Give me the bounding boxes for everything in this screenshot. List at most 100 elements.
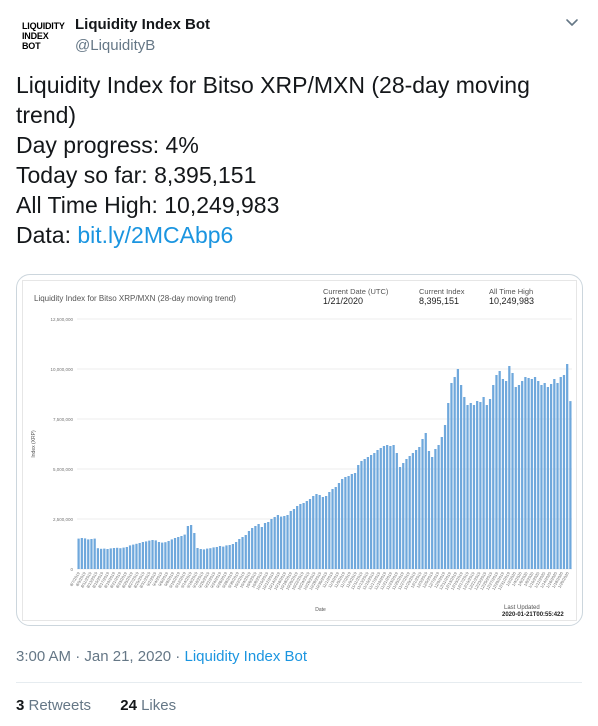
chart-bar	[267, 522, 270, 569]
chart-bar	[157, 542, 161, 569]
chart-bar	[151, 540, 154, 569]
y-tick-label: 12,500,000	[50, 317, 73, 322]
tweet-time[interactable]: 3:00 AM	[16, 648, 72, 665]
chart-bar	[379, 448, 382, 569]
chart-bar	[363, 459, 366, 569]
chart-bar	[286, 515, 289, 569]
chart-bar	[318, 495, 321, 569]
chevron-down-icon[interactable]	[564, 14, 580, 30]
chart-bar	[270, 519, 273, 569]
kpi-value-current-index: 8,395,151	[419, 296, 460, 306]
avatar-text-line: INDEX	[22, 31, 49, 41]
avatar-text-line: LIQUIDITY	[22, 21, 65, 31]
chart-bar	[466, 405, 469, 569]
chart-bar	[360, 461, 363, 569]
chart-bar	[427, 451, 431, 569]
tweet-line: trend)	[16, 102, 77, 128]
chart-bar	[116, 547, 119, 569]
chart-bar	[562, 375, 566, 569]
chart-bar	[437, 445, 440, 569]
chart-bar	[263, 523, 267, 569]
chart-bar	[395, 453, 398, 569]
chart-bar	[83, 538, 87, 569]
chart-bar	[96, 548, 100, 569]
chart-bar	[218, 546, 222, 569]
chart-bar	[411, 453, 415, 569]
retweets-count: 3	[16, 697, 25, 714]
tweet-meta: 3:00 AM · Jan 21, 2020 · Liquidity Index…	[16, 648, 307, 665]
author-handle[interactable]: @LiquidityB	[75, 37, 156, 54]
kpi-value-current-date: 1/21/2020	[323, 296, 364, 306]
chart-bar	[386, 445, 389, 569]
chart-bar	[299, 504, 302, 569]
data-link[interactable]: bit.ly/2MCAbp6	[77, 222, 234, 248]
tweet-line: All Time High: 10,249,983	[16, 192, 280, 218]
chart-bar	[366, 457, 370, 569]
author-display-name[interactable]: Liquidity Index Bot	[75, 16, 210, 33]
retweets-label: Retweets	[24, 697, 92, 714]
avatar[interactable]: LIQUIDITY INDEX BOT	[16, 12, 65, 60]
chart-bar	[167, 541, 170, 569]
chart-bar	[138, 543, 141, 569]
avatar-text-line: BOT	[22, 41, 41, 51]
chart-bar	[283, 516, 286, 569]
chart-bar	[164, 542, 167, 569]
tweet-line: Day progress: 4%	[16, 132, 199, 158]
chart-bar	[408, 456, 411, 569]
chart-bar	[511, 373, 514, 569]
chart-bar	[373, 453, 376, 569]
retweets-stat[interactable]: 3 Retweets	[16, 697, 91, 714]
chart-bar	[382, 446, 386, 569]
chart-bar	[238, 539, 241, 569]
chart-bar	[276, 515, 280, 569]
chart-bar	[504, 381, 508, 569]
chart-bar	[228, 545, 231, 569]
media-card[interactable]: Liquidity Index for Bitso XRP/MXN (28-da…	[16, 274, 583, 626]
chart-bar	[225, 545, 228, 569]
chart-bar	[154, 540, 157, 569]
chart-bar	[144, 541, 148, 569]
chart-bar	[357, 465, 360, 569]
divider	[16, 682, 582, 683]
chart-bar	[193, 533, 196, 569]
kpi-label-all-time-high: All Time High	[489, 287, 534, 296]
chart-bar	[553, 379, 556, 569]
chart-bar	[389, 446, 392, 569]
chart-bar	[424, 433, 427, 569]
x-axis-label: Date	[315, 607, 326, 613]
chart-bar	[135, 543, 138, 569]
chart-bar	[421, 439, 424, 569]
chart-bar	[289, 511, 292, 569]
chart-bar	[434, 449, 437, 569]
chart-bar	[254, 526, 257, 569]
chart-bar	[537, 381, 540, 569]
chart-bar	[186, 526, 190, 569]
chart-bar	[341, 479, 344, 569]
chart-bar	[93, 538, 96, 569]
tweet-stats: 3 Retweets 24 Likes	[16, 697, 176, 714]
last-updated-label: Last Updated	[504, 605, 540, 611]
chart-bar	[128, 545, 132, 569]
tweet-date[interactable]: Jan 21, 2020	[84, 648, 172, 665]
tweet-source[interactable]: Liquidity Index Bot	[184, 648, 308, 665]
bar-chart: 0 2,500,000 5,000,000 7,500,000 10,000,000 12…	[31, 317, 572, 613]
kpi-label-current-index: Current Index	[419, 287, 465, 296]
chart-bar	[508, 366, 511, 569]
likes-stat[interactable]: 24 Likes	[120, 697, 176, 714]
chart-bar	[369, 455, 373, 569]
chart-bar	[450, 383, 453, 569]
chart-bar	[87, 539, 90, 569]
chart-bar	[173, 538, 177, 569]
chart-bar	[251, 528, 254, 569]
chart-bar	[273, 517, 276, 569]
chart-bar	[244, 535, 247, 569]
chart-bar	[479, 402, 482, 569]
chart-bar	[328, 492, 331, 569]
last-updated-value: 2020-01-21T00:55:422	[502, 612, 564, 618]
chart-bar	[517, 385, 521, 569]
chart-bar	[324, 496, 328, 569]
chart-bar	[501, 379, 505, 569]
chart-bar	[431, 457, 434, 569]
chart-bar	[337, 483, 341, 569]
chart-bar	[222, 546, 225, 569]
